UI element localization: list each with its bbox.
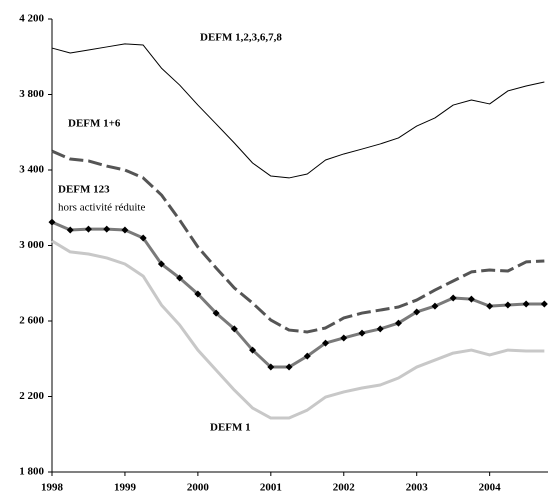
- x-tick-label: 2003: [406, 482, 429, 494]
- series-marker: [84, 225, 92, 233]
- series-marker: [376, 325, 384, 333]
- series-marker: [285, 363, 293, 371]
- series-marker: [449, 294, 457, 302]
- x-tick-label: 2004: [479, 482, 502, 494]
- y-tick-label: 2 600: [19, 315, 44, 327]
- series-marker: [48, 218, 56, 226]
- series-marker: [249, 346, 257, 354]
- x-tick-label: 2000: [187, 482, 210, 494]
- series-label: DEFM 1,2,3,6,7,8: [200, 32, 282, 44]
- x-tick-label: 1998: [41, 482, 64, 494]
- series-marker: [303, 352, 311, 360]
- series-label: DEFM 123: [58, 184, 110, 196]
- series-marker: [522, 300, 530, 308]
- series-marker: [139, 234, 147, 242]
- series-label: DEFM 1+6: [68, 118, 121, 130]
- series-marker: [176, 274, 184, 282]
- y-tick-label: 3 800: [19, 88, 44, 100]
- series-marker: [504, 301, 512, 309]
- series-marker: [322, 339, 330, 347]
- series-line: [51, 239, 545, 420]
- series-marker: [194, 290, 202, 298]
- series-marker: [486, 302, 494, 310]
- series-marker: [66, 226, 74, 234]
- y-tick-label: 4 200: [19, 13, 44, 25]
- x-tick-label: 2001: [260, 482, 282, 494]
- series-marker: [230, 325, 238, 333]
- series-line: [51, 149, 545, 334]
- series-marker: [358, 329, 366, 337]
- series-marker: [394, 319, 402, 327]
- series-marker: [431, 302, 439, 310]
- series-marker: [103, 225, 111, 233]
- x-tick-label: 2002: [333, 482, 356, 494]
- series-marker: [121, 226, 129, 234]
- series-marker: [413, 308, 421, 316]
- y-tick-label: 1 800: [19, 466, 44, 478]
- y-tick-label: 3 000: [19, 239, 44, 251]
- x-tick-label: 1999: [114, 482, 137, 494]
- series-marker: [340, 334, 348, 342]
- series-label: DEFM 1: [210, 422, 251, 434]
- series-marker: [467, 295, 475, 303]
- y-tick-label: 2 200: [19, 390, 44, 402]
- y-tick-label: 3 400: [19, 164, 44, 176]
- series-line: [51, 220, 545, 369]
- annotation: hors activité réduite: [58, 202, 145, 214]
- series-marker: [157, 260, 165, 268]
- series-marker: [212, 309, 220, 317]
- series-marker: [267, 363, 275, 371]
- series-marker: [540, 300, 548, 308]
- series-line: [51, 43, 545, 179]
